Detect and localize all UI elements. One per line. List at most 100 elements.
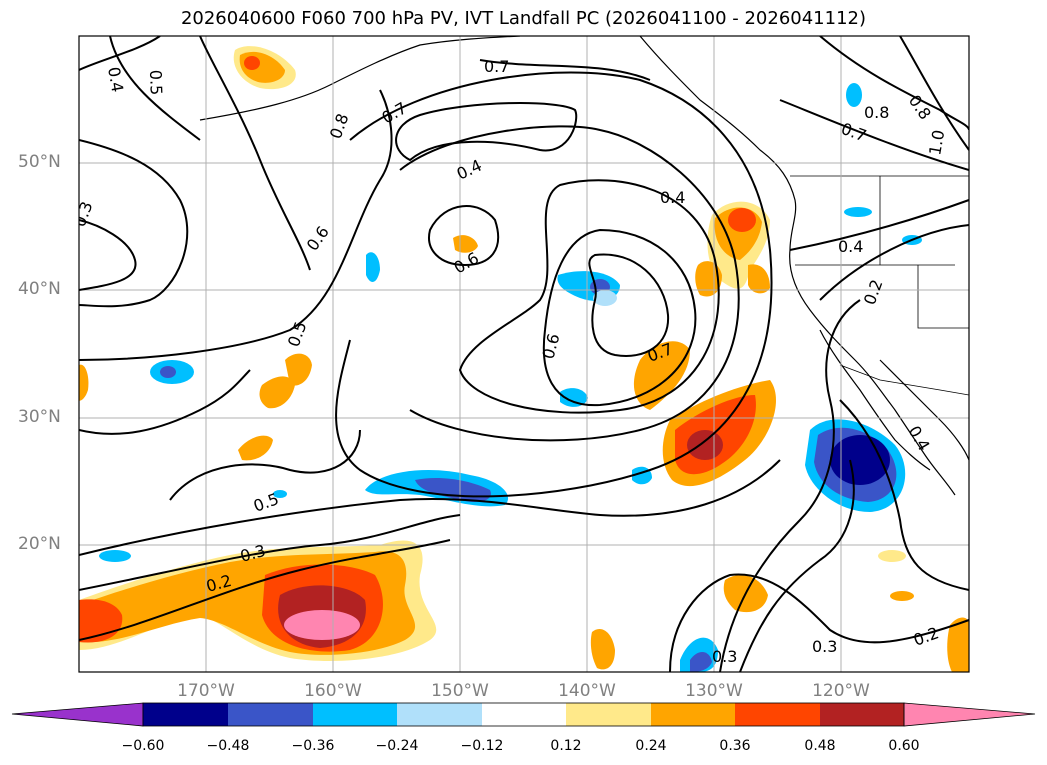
colorbar-tick: 0.24 <box>635 738 667 754</box>
contour-label: 0.3 <box>812 637 837 656</box>
political-borders <box>790 175 969 396</box>
contour-label: 0.8 <box>905 91 935 123</box>
contour-0.4-north <box>395 102 578 162</box>
contour-label: 0.5 <box>284 319 311 349</box>
contour-east-4 <box>789 199 969 251</box>
contour-west-2 <box>79 219 137 291</box>
colorbar-tick: 0.12 <box>550 738 582 754</box>
contour-0.5-west <box>79 36 161 71</box>
positive-anomaly-28n-167w <box>238 435 273 461</box>
contour-west-3 <box>79 89 393 361</box>
negative-anomaly-46n-118w <box>844 207 872 217</box>
us-west-coast <box>789 249 956 496</box>
positive-anomaly-west-edge <box>79 364 89 401</box>
negative-anomaly-12n-130w-core <box>690 651 712 672</box>
positive-anomaly-55n-165w-max <box>244 56 260 70</box>
contour-0.5-band <box>79 459 781 556</box>
colorbar-segment <box>143 703 228 726</box>
negative-anomaly-33n-140w <box>560 388 588 407</box>
colorbar-segment <box>482 703 566 726</box>
contour-east-2 <box>739 459 855 672</box>
contour-0.8-west <box>109 36 201 141</box>
negative-anomaly-55n-120w <box>846 83 862 107</box>
baja-coast <box>819 329 931 471</box>
colorbar-segment <box>397 703 482 726</box>
contour-label: 0.4 <box>838 237 863 256</box>
contour-0.4-west <box>428 205 500 267</box>
contour-0.8-east <box>819 36 969 131</box>
positive-anomaly-30n-130w-max <box>687 430 723 460</box>
contour-label: 0.2 <box>860 277 887 307</box>
contour-0.7-east <box>779 99 969 171</box>
positive-anomaly-15n-113w <box>890 591 914 601</box>
contour-label: 0.7 <box>484 57 509 76</box>
contour-label: 0.7 <box>839 119 869 146</box>
contour-central-loop-5 <box>335 71 773 498</box>
colorbar-segment <box>735 703 820 726</box>
colorbar-segment <box>566 703 651 726</box>
contour-central-loop-1 <box>542 228 697 407</box>
contour-label: 0.4 <box>660 188 685 207</box>
contour-0.2-band <box>79 539 451 641</box>
lon-label-140w: 140°W <box>558 681 616 701</box>
colorbar-tick: −0.60 <box>121 738 165 754</box>
contour-0.3-band <box>79 514 461 591</box>
colorbar-tick: −0.36 <box>291 738 335 754</box>
state-border-3 <box>917 265 969 329</box>
contour-east-1 <box>719 299 861 672</box>
contour-central-loop-2 <box>588 253 670 357</box>
colorbar-tick: 0.48 <box>804 738 836 754</box>
contour-label: 0.5 <box>146 69 166 95</box>
colorbar-frame <box>142 702 905 727</box>
coastlines <box>199 36 969 496</box>
lon-label-170w: 170°W <box>177 681 235 701</box>
map-plot-area: 0.4 0.5 0.7 0.7 0.8 0.7 0.8 0.8 1.0 0.4 … <box>79 36 969 672</box>
colorbar-tick: −0.48 <box>206 738 250 754</box>
lon-label-150w: 150°W <box>431 681 489 701</box>
contour-0.3-north <box>199 36 311 271</box>
map-title: 2026040600 F060 700 hPa PV, IVT Landfall… <box>180 8 867 29</box>
colorbar-low-extend <box>11 702 144 727</box>
plot-frame <box>78 35 970 673</box>
contour-label: 0.4 <box>104 65 127 93</box>
positive-anomaly-43n-151w <box>453 235 478 253</box>
negative-anomaly-34n-172w-core <box>160 366 176 378</box>
contour-southeast <box>839 399 969 591</box>
colorbar-segment <box>820 703 904 726</box>
positive-anomaly-40n-126w <box>748 264 770 294</box>
lat-label-20n: 20°N <box>18 534 61 554</box>
contour-1.0-east <box>899 36 969 151</box>
lat-label-50n: 50°N <box>18 152 61 172</box>
contour-west-4 <box>79 369 251 435</box>
contour-central-loop-4 <box>399 125 740 442</box>
positive-anomaly-13n-137w <box>590 629 615 670</box>
pv-contours <box>79 36 969 672</box>
colorbar-segment <box>313 703 397 726</box>
contour-label: 0.8 <box>326 111 353 141</box>
positive-anomaly-45n-130w-max <box>728 208 756 232</box>
colorbar-segment <box>651 703 735 726</box>
contour-label: 1.0 <box>925 128 948 156</box>
negative-anomaly-19n-175w <box>99 550 131 562</box>
gridlines <box>79 36 969 672</box>
positive-anomaly-33n-165w <box>259 376 295 409</box>
contour-east-3 <box>819 224 969 301</box>
colorbar-tick: −0.24 <box>375 738 419 754</box>
negative-anomaly-24n-166w <box>273 490 287 498</box>
colorbar-tick: 0.60 <box>888 738 920 754</box>
lon-label-130w: 130°W <box>685 681 743 701</box>
lat-label-30n: 30°N <box>18 407 61 427</box>
lat-label-40n: 40°N <box>18 279 61 299</box>
contour-label: 0.2 <box>911 623 941 650</box>
us-mexico-border <box>839 364 969 396</box>
negative-anomaly-41n-159w <box>366 252 380 282</box>
positive-anomaly-40n-133w <box>695 261 722 297</box>
positive-anomaly-tropics-peak <box>284 610 360 640</box>
contour-label: 0.6 <box>303 223 333 255</box>
contour-label: 0.6 <box>451 248 483 277</box>
mexico-coast <box>879 359 969 461</box>
contour-west-5 <box>169 429 361 501</box>
colorbar-segment <box>228 703 313 726</box>
positive-anomaly-east-edge <box>947 617 969 672</box>
